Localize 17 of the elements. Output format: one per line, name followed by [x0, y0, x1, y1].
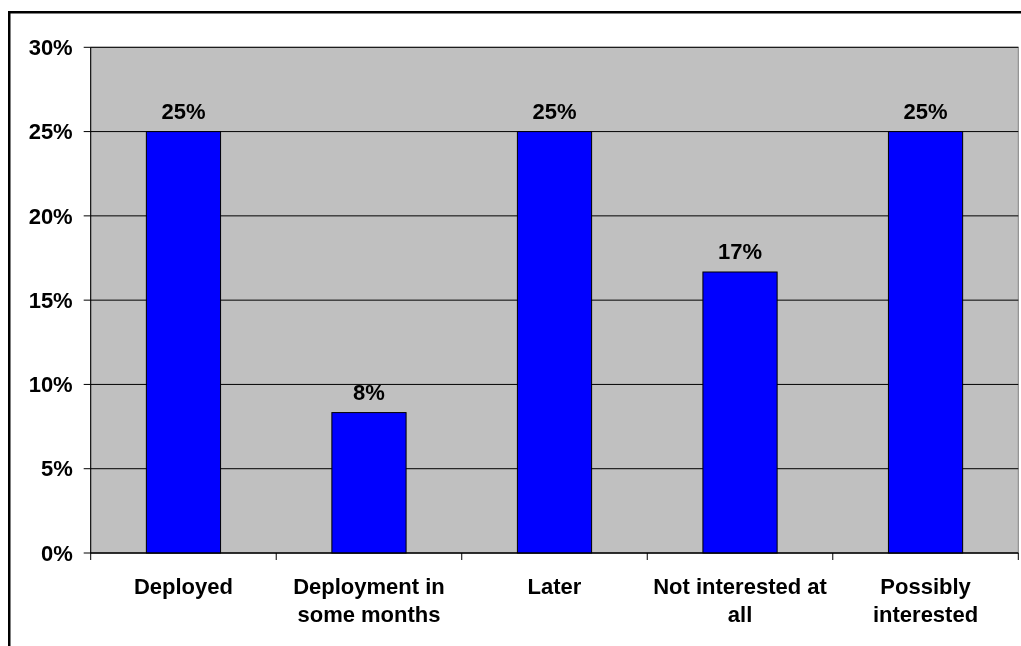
y-tick-label: 10% — [28, 372, 73, 398]
y-tick-label: 30% — [28, 35, 73, 60]
data-label: 25% — [532, 98, 577, 124]
y-tick-label: 20% — [28, 203, 73, 229]
y-tick-label: 15% — [28, 287, 73, 313]
data-label: 25% — [903, 98, 948, 124]
data-label: 17% — [718, 239, 763, 264]
y-tick-label: 0% — [40, 540, 73, 566]
x-tick-label: Later — [527, 574, 582, 599]
y-tick-label: 25% — [28, 119, 73, 145]
y-tick-label: 5% — [40, 456, 73, 482]
data-label: 25% — [161, 98, 206, 124]
x-tick-label: Possibly interested — [872, 574, 979, 627]
x-tick-label: Deployment in some months — [293, 574, 445, 627]
x-tick-label: Deployed — [133, 574, 233, 599]
x-tick-label: Not interested at all — [653, 574, 828, 627]
data-label: 8% — [353, 379, 385, 405]
